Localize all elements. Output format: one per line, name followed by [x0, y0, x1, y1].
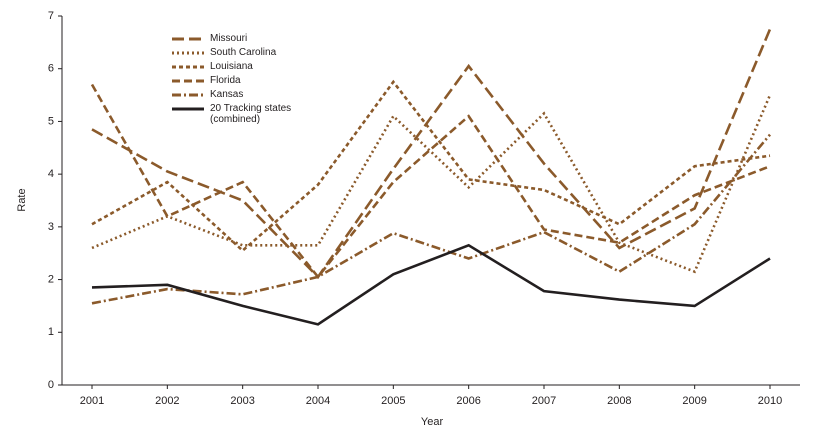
legend-item: Louisiana [170, 61, 305, 72]
x-tick-label: 2010 [758, 395, 782, 407]
series-line [91, 94, 772, 274]
series-line [90, 83, 771, 280]
legend-swatch [172, 107, 204, 111]
y-tick-label: 5 [48, 115, 54, 127]
y-tick-label: 2 [48, 273, 54, 285]
legend: Missouri South Carolina Louisiana Florida Ka… [170, 33, 305, 128]
y-tick-label: 3 [48, 221, 54, 233]
legend-swatch [172, 37, 204, 41]
series-line [91, 243, 771, 326]
legend-label: Louisiana [210, 61, 253, 72]
x-tick-label: 2006 [456, 395, 480, 407]
x-tick-label: 2001 [80, 395, 104, 407]
legend-swatch [172, 79, 204, 83]
y-tick-label: 0 [48, 379, 54, 391]
legend-label: Missouri [210, 33, 248, 44]
legend-item: South Carolina [170, 47, 305, 58]
legend-item: 20 Tracking states (combined) [170, 103, 305, 125]
y-tick-label: 7 [48, 10, 54, 22]
legend-label: Kansas [210, 89, 244, 100]
legend-label: 20 Tracking states (combined) [210, 103, 292, 125]
series-line [91, 28, 772, 279]
legend-item: Florida [170, 75, 305, 86]
x-tick-label: 2007 [532, 395, 556, 407]
x-axis-title: Year [421, 416, 444, 428]
x-tick-label: 2004 [306, 395, 330, 407]
x-tick-label: 2005 [381, 395, 405, 407]
x-tick-label: 2003 [230, 395, 254, 407]
legend-swatch [172, 93, 204, 97]
x-tick-label: 2002 [155, 395, 179, 407]
legend-label: Florida [210, 75, 241, 86]
series-line [91, 79, 771, 253]
y-tick-label: 6 [48, 63, 54, 75]
y-tick-label: 4 [48, 168, 54, 180]
series-line [91, 133, 771, 305]
legend-label: South Carolina [210, 47, 277, 58]
legend-item: Missouri [170, 33, 305, 44]
legend-swatch [172, 51, 204, 55]
x-tick-label: 2008 [607, 395, 631, 407]
legend-swatch [172, 65, 204, 69]
y-tick-label: 1 [48, 326, 54, 338]
legend-item: Kansas [170, 89, 305, 100]
y-axis-title: Rate [16, 188, 28, 211]
x-tick-label: 2009 [682, 395, 706, 407]
